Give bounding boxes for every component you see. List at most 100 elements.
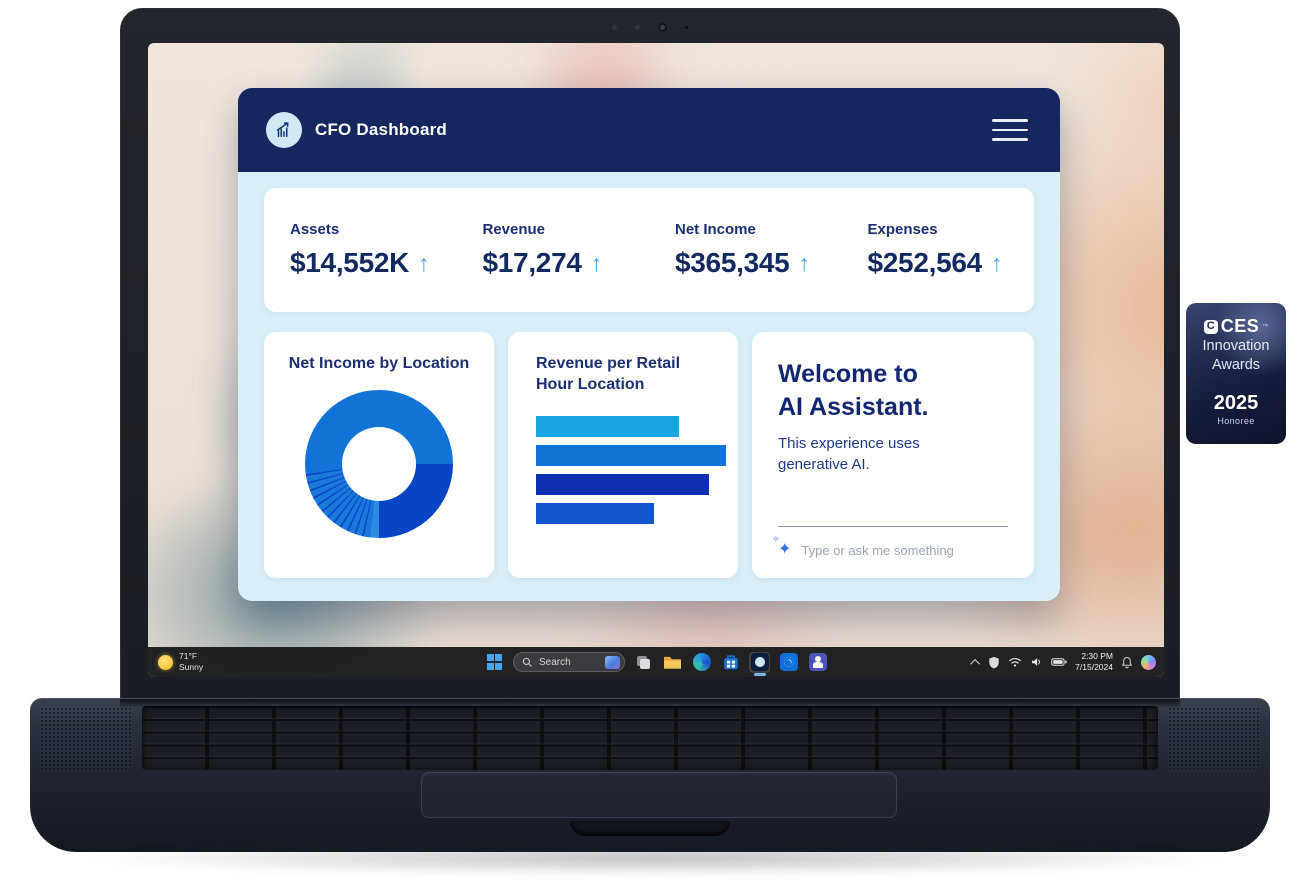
wifi-icon[interactable]: [1008, 656, 1022, 668]
mic-dot: [635, 24, 640, 30]
assistant-description: This experience uses generative AI.: [778, 435, 920, 473]
hamburger-menu-icon[interactable]: [988, 115, 1032, 145]
copilot-icon[interactable]: [1141, 654, 1156, 670]
net-income-by-location-card: Net Income by Location: [264, 332, 494, 578]
notification-bell-icon[interactable]: [1121, 656, 1133, 669]
task-view-icon: [637, 655, 650, 669]
card-title: Revenue per Retail Hour Location: [536, 355, 681, 393]
trend-up-arrow-icon: ↑: [590, 249, 603, 276]
sun-icon: [158, 654, 173, 670]
windows-logo-icon: [486, 654, 503, 670]
windows-start-button[interactable]: [484, 652, 505, 673]
growth-chart-icon: [266, 112, 302, 148]
battery-icon[interactable]: [1051, 657, 1067, 667]
assistant-heading: Welcome to: [778, 360, 918, 388]
cfo-dashboard-app-icon: [750, 653, 769, 671]
metric-assets: Assets $14,552K ↑: [264, 221, 457, 279]
bar-segment-2: [536, 473, 709, 495]
weather-condition: Sunny: [179, 662, 204, 672]
bar-chart: [536, 415, 726, 524]
search-placeholder: Search: [539, 656, 571, 668]
speaker-grille-right: [1168, 707, 1260, 769]
webcam-lens: [658, 22, 667, 32]
weather-widget[interactable]: 71°F Sunny: [158, 647, 203, 677]
metric-value: $14,552K: [290, 247, 410, 278]
teams-button[interactable]: [807, 652, 828, 673]
metric-label: Revenue: [482, 221, 546, 238]
bar-segment-3: [536, 502, 654, 524]
taskbar-clock[interactable]: 2:30 PM 7/15/2024: [1075, 651, 1113, 674]
metric-value: $252,564: [867, 247, 983, 278]
camera-led: [685, 25, 688, 29]
shield-icon[interactable]: [988, 656, 1000, 669]
folder-icon: [664, 656, 681, 669]
assistant-heading: AI Assistant.: [778, 392, 929, 421]
speaker-grille-left: [40, 707, 132, 769]
trend-up-arrow-icon: ↑: [990, 249, 1003, 276]
ces-brand: CES: [1220, 316, 1260, 336]
laptop-screen: CFO Dashboard Assets $14,552K ↑: [148, 43, 1164, 677]
app-body: Assets $14,552K ↑ Revenue $17,274 ↑: [238, 172, 1060, 601]
taskbar-search[interactable]: Search: [513, 652, 625, 672]
windows-taskbar: 71°F Sunny Search: [148, 647, 1164, 677]
app-title: CFO Dashboard: [315, 120, 448, 139]
assistant-input[interactable]: [801, 542, 1008, 558]
metric-expenses: Expenses $252,564 ↑: [842, 221, 1035, 279]
edge-browser-button[interactable]: [691, 652, 712, 673]
microsoft-store-button[interactable]: [720, 652, 741, 673]
divider: [778, 525, 1008, 527]
laptop-keyboard: [142, 706, 1158, 770]
metric-label: Net Income: [675, 221, 756, 238]
badge-line: Awards: [1211, 356, 1261, 373]
badge-subtitle: Honoree: [1217, 415, 1255, 426]
sparkle-ai-icon: ✧ ✦: [772, 534, 792, 558]
revenue-per-retail-hour-card: Revenue per Retail Hour Location: [508, 332, 738, 578]
bing-daily-image-icon: [605, 655, 620, 669]
file-explorer-button[interactable]: [662, 652, 683, 673]
ces-logo-mark: C: [1203, 319, 1218, 334]
trend-up-arrow-icon: ↑: [798, 249, 810, 276]
task-view-button[interactable]: [633, 652, 654, 673]
metric-label: Assets: [290, 221, 340, 238]
clock-date: 7/15/2024: [1075, 662, 1113, 672]
metric-net-income: Net Income $365,345 ↑: [649, 221, 842, 279]
clock-time: 2:30 PM: [1081, 650, 1113, 661]
bar-segment-1: [536, 444, 726, 466]
teams-icon: [808, 653, 827, 671]
edge-icon: [692, 653, 711, 671]
metric-revenue: Revenue $17,274 ↑: [457, 221, 650, 279]
search-icon: [522, 657, 532, 667]
badge-year: 2025: [1213, 391, 1259, 414]
hinge-shadow: [120, 699, 1180, 708]
kpi-metrics-card: Assets $14,552K ↑ Revenue $17,274 ↑: [264, 188, 1034, 312]
outlook-button[interactable]: [778, 652, 799, 673]
lid-opening-notch: [570, 821, 730, 836]
laptop-lid: CFO Dashboard Assets $14,552K ↑: [120, 8, 1180, 700]
mic-dot: [612, 24, 617, 30]
weather-temperature: 71°F: [179, 650, 198, 661]
bar-segment-0: [536, 415, 679, 437]
microsoft-store-icon: [723, 655, 738, 670]
camera-strip: [612, 18, 688, 36]
volume-icon[interactable]: [1030, 656, 1043, 668]
laptop-shadow: [70, 846, 1242, 876]
metric-value: $365,345: [675, 247, 790, 278]
trackpad: [421, 772, 897, 818]
metric-value: $17,274: [482, 247, 582, 278]
ai-assistant-card: Welcome to AI Assistant. This experience…: [752, 332, 1034, 578]
badge-line: Innovation: [1202, 338, 1270, 354]
outlook-icon: [779, 653, 798, 671]
ces-innovation-awards-badge: C CES ™ Innovation Awards 2025 Honoree: [1186, 303, 1286, 444]
laptop-base: [30, 698, 1270, 852]
tray-chevron-up-icon[interactable]: [970, 658, 981, 669]
donut-hole: [342, 426, 416, 501]
trend-up-arrow-icon: ↑: [418, 249, 430, 276]
card-title: Net Income by Location: [288, 355, 470, 372]
metric-label: Expenses: [867, 221, 938, 238]
app-header: CFO Dashboard: [238, 88, 1060, 172]
trademark-symbol: ™: [1262, 323, 1269, 330]
cfo-dashboard-window: CFO Dashboard Assets $14,552K ↑: [238, 88, 1060, 601]
cfo-dashboard-app-button[interactable]: [749, 651, 770, 673]
donut-chart: [305, 389, 453, 538]
